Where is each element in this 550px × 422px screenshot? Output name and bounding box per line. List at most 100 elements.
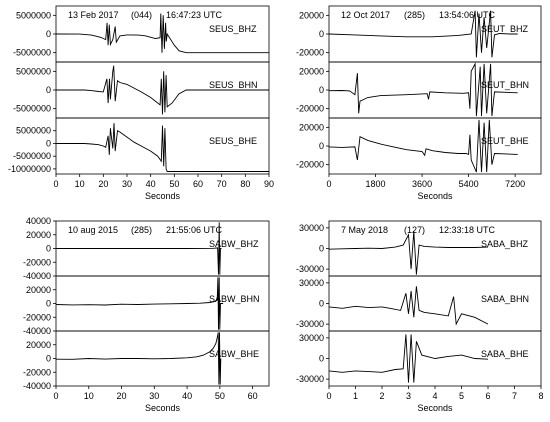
seismic-trace xyxy=(329,231,489,275)
x-tick-label: 4 xyxy=(432,391,437,401)
header-date: 7 May 2018 xyxy=(341,225,388,235)
x-tick-label: 50 xyxy=(215,391,225,401)
y-tick-label: 0 xyxy=(46,354,51,364)
strip-frame xyxy=(328,61,542,119)
x-tick-label: 3 xyxy=(406,391,411,401)
x-tick-label: 70 xyxy=(217,179,227,189)
y-tick-label: 0 xyxy=(319,141,324,151)
x-tick-label: 90 xyxy=(264,179,274,189)
channel-label: SEUT_BHZ xyxy=(481,24,529,34)
seismic-trace xyxy=(329,119,518,173)
y-tick-label: 30000 xyxy=(299,223,324,233)
y-tick-label: -40000 xyxy=(23,381,51,391)
y-tick-label: -20000 xyxy=(23,257,51,267)
x-tick-label: 0 xyxy=(326,179,331,189)
x-tick-label: 10 xyxy=(75,179,85,189)
x-tick-label: 40 xyxy=(182,391,192,401)
seismic-trace xyxy=(329,286,489,326)
y-tick-label: -30000 xyxy=(296,374,324,384)
y-tick-label: 0 xyxy=(46,29,51,39)
y-tick-label: 5000000 xyxy=(16,126,51,136)
y-tick-label: 0 xyxy=(319,299,324,309)
x-tick-label: 0 xyxy=(53,179,58,189)
y-tick-label: -20000 xyxy=(296,160,324,170)
header-doy: (044) xyxy=(131,10,152,20)
x-tick-label: 1800 xyxy=(366,179,386,189)
x-tick-label: 60 xyxy=(248,391,258,401)
header-doy: (285) xyxy=(404,10,425,20)
x-tick-label: 50 xyxy=(169,179,179,189)
seismic-trace xyxy=(56,123,269,172)
x-axis-label: Seconds xyxy=(417,403,453,413)
y-tick-label: -40000 xyxy=(23,271,51,281)
x-tick-label: 6 xyxy=(485,391,490,401)
seismic-trace xyxy=(329,62,518,117)
seismic-trace xyxy=(56,277,224,330)
x-tick-label: 30 xyxy=(149,391,159,401)
x-tick-label: 5400 xyxy=(459,179,479,189)
x-tick-label: 40 xyxy=(146,179,156,189)
channel-label: SABA_BHZ xyxy=(481,239,529,249)
x-tick-label: 60 xyxy=(193,179,203,189)
y-tick-label: 5000000 xyxy=(16,66,51,76)
header-time: 13:54:06 UTC xyxy=(439,10,496,20)
y-tick-label: -30000 xyxy=(296,264,324,274)
y-tick-label: 20000 xyxy=(26,285,51,295)
x-axis-label: Seconds xyxy=(417,191,453,201)
channel-label: SABW_BHZ xyxy=(209,239,259,249)
header-time: 12:33:18 UTC xyxy=(439,225,496,235)
y-tick-label: -20000 xyxy=(296,48,324,58)
y-tick-label: -20000 xyxy=(23,367,51,377)
x-tick-label: 2 xyxy=(379,391,384,401)
y-tick-label: 20000 xyxy=(299,122,324,132)
y-tick-label: 20000 xyxy=(299,10,324,20)
channel-label: SABW_BHN xyxy=(209,294,260,304)
channel-label: SEUS_BHZ xyxy=(209,24,257,34)
channel-label: SABA_BHN xyxy=(481,294,529,304)
y-tick-label: -5000000 xyxy=(13,104,51,114)
y-tick-label: -5000000 xyxy=(13,151,51,161)
seismic-trace xyxy=(329,334,489,383)
y-tick-label: 0 xyxy=(46,299,51,309)
x-tick-label: 10 xyxy=(84,391,94,401)
channel-label: SABA_BHE xyxy=(481,349,529,359)
y-tick-label: -30000 xyxy=(296,319,324,329)
y-tick-label: 0 xyxy=(46,85,51,95)
x-tick-label: 20 xyxy=(117,391,127,401)
y-tick-label: 20000 xyxy=(26,340,51,350)
y-tick-label: -40000 xyxy=(23,326,51,336)
y-tick-label: -10000000 xyxy=(8,164,51,174)
y-tick-label: 0 xyxy=(319,354,324,364)
channel-label: SEUS_BHE xyxy=(209,136,257,146)
strip-frame xyxy=(55,117,270,175)
y-tick-label: 5000000 xyxy=(16,10,51,20)
seismic-trace xyxy=(56,332,222,385)
channel-label: SEUT_BHE xyxy=(481,136,529,146)
x-tick-label: 30 xyxy=(122,179,132,189)
channel-label: SEUT_BHN xyxy=(481,80,529,90)
header-date: 13 Feb 2017 xyxy=(68,10,119,20)
x-tick-label: 1 xyxy=(353,391,358,401)
header-time: 21:55:06 UTC xyxy=(166,225,223,235)
seismic-trace xyxy=(329,10,518,58)
y-tick-label: 0 xyxy=(319,244,324,254)
seismic-trace xyxy=(56,13,269,54)
x-tick-label: 5 xyxy=(459,391,464,401)
x-axis-label: Seconds xyxy=(145,191,181,201)
header-date: 10 aug 2015 xyxy=(68,225,118,235)
y-tick-label: 20000 xyxy=(26,230,51,240)
strip-frame xyxy=(328,117,542,175)
y-tick-label: 0 xyxy=(319,85,324,95)
y-tick-label: -20000 xyxy=(296,104,324,114)
y-tick-label: 40000 xyxy=(26,216,51,226)
y-tick-label: 30000 xyxy=(299,278,324,288)
x-tick-label: 7200 xyxy=(505,179,525,189)
x-tick-label: 8 xyxy=(538,391,543,401)
y-tick-label: 0 xyxy=(46,138,51,148)
x-tick-label: 20 xyxy=(98,179,108,189)
x-tick-label: 80 xyxy=(240,179,250,189)
header-time: 16:47:23 UTC xyxy=(166,10,223,20)
seismic-trace xyxy=(56,65,269,115)
x-tick-label: 0 xyxy=(53,391,58,401)
